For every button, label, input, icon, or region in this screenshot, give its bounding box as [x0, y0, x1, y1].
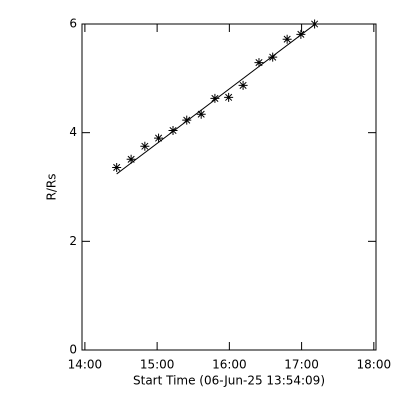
data-point	[310, 19, 320, 29]
x-tick-label: 17:00	[284, 358, 319, 372]
data-point	[196, 109, 206, 119]
data-point	[154, 133, 164, 143]
data-point	[254, 58, 264, 68]
data-point	[268, 52, 278, 62]
data-point	[168, 125, 178, 135]
y-tick-label: 2	[69, 234, 77, 248]
plot-frame	[81, 23, 377, 351]
x-tick-label: 14:00	[68, 358, 103, 372]
data-point	[210, 93, 220, 103]
data-point	[140, 141, 150, 151]
x-tick-label: 15:00	[140, 358, 175, 372]
data-point	[238, 80, 248, 90]
data-point	[182, 115, 192, 125]
data-point	[112, 162, 122, 172]
x-axis-label: Start Time (06-Jun-25 13:54:09)	[133, 374, 325, 388]
data-point	[126, 154, 136, 164]
y-axis-label: R/Rs	[45, 174, 59, 201]
y-tick-label: 6	[69, 17, 77, 31]
x-tick-label: 18:00	[357, 358, 392, 372]
y-tick-label: 4	[69, 125, 77, 139]
data-point	[224, 92, 234, 102]
data-point	[282, 34, 292, 44]
y-tick-label: 0	[69, 343, 77, 357]
data-point	[296, 29, 306, 39]
x-tick-label: 16:00	[212, 358, 247, 372]
